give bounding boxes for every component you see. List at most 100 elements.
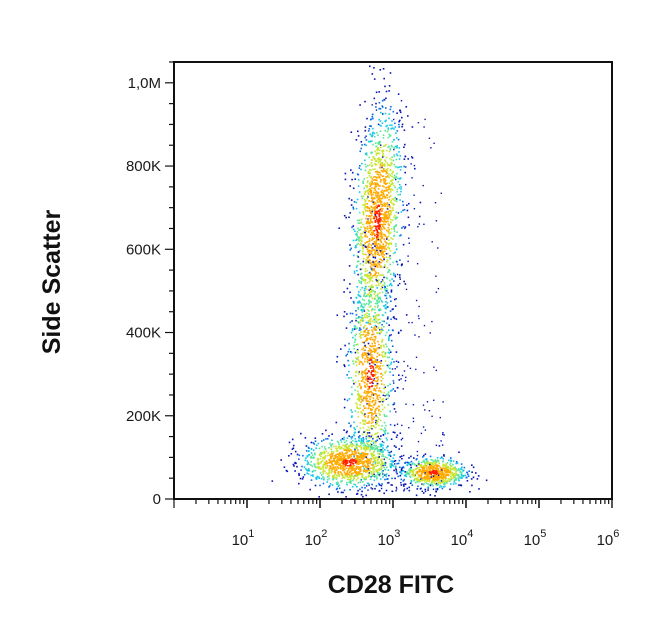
- event-point: [336, 458, 339, 460]
- event-point: [381, 320, 384, 322]
- event-point: [310, 464, 312, 466]
- event-point: [387, 451, 390, 454]
- event-point: [395, 248, 398, 250]
- event-point: [382, 113, 384, 115]
- event-point: [371, 329, 373, 331]
- event-point: [367, 189, 369, 191]
- event-point: [379, 235, 381, 237]
- event-point: [389, 190, 392, 193]
- event-point: [370, 367, 372, 369]
- event-point: [346, 476, 348, 478]
- event-point: [367, 193, 370, 195]
- event-point: [359, 104, 361, 106]
- event-point: [371, 475, 374, 477]
- event-point: [396, 188, 399, 191]
- event-point: [337, 466, 339, 469]
- event-point: [375, 204, 378, 207]
- event-point: [358, 191, 361, 193]
- event-point: [376, 212, 379, 215]
- event-point: [370, 205, 373, 208]
- event-point: [393, 174, 396, 177]
- event-point: [374, 150, 376, 153]
- event-point: [387, 188, 390, 190]
- event-point: [381, 122, 384, 124]
- event-point: [431, 415, 433, 417]
- event-point: [371, 443, 373, 446]
- event-point: [362, 279, 365, 282]
- event-point: [379, 401, 381, 403]
- event-point: [376, 179, 378, 182]
- event-point: [372, 203, 375, 205]
- event-point: [362, 456, 364, 458]
- event-point: [449, 478, 452, 480]
- event-point: [397, 361, 400, 363]
- event-point: [381, 408, 384, 411]
- event-point: [352, 208, 355, 210]
- event-point: [384, 112, 387, 115]
- event-point: [370, 354, 372, 357]
- event-point: [398, 147, 401, 149]
- event-point: [367, 303, 370, 306]
- event-point: [376, 158, 379, 160]
- event-point: [365, 321, 368, 324]
- event-point: [377, 224, 380, 227]
- event-point: [357, 359, 360, 362]
- event-point: [471, 484, 473, 487]
- event-point: [382, 149, 384, 152]
- event-point: [455, 462, 457, 465]
- event-point: [393, 146, 395, 149]
- event-point: [345, 496, 347, 498]
- event-point: [451, 474, 454, 476]
- event-point: [367, 380, 369, 383]
- event-point: [366, 273, 368, 276]
- event-point: [366, 394, 368, 396]
- event-point: [388, 349, 391, 352]
- event-point: [383, 217, 385, 220]
- event-point: [358, 240, 360, 242]
- event-point: [346, 437, 349, 439]
- event-point: [380, 368, 382, 370]
- event-point: [422, 456, 424, 458]
- event-point: [376, 211, 378, 213]
- event-point: [348, 370, 350, 373]
- event-point: [371, 350, 374, 353]
- event-point: [399, 183, 401, 186]
- event-point: [339, 452, 341, 454]
- event-point: [373, 268, 376, 270]
- event-point: [411, 177, 413, 179]
- event-point: [371, 342, 373, 345]
- event-point: [380, 376, 383, 378]
- event-point: [372, 290, 375, 292]
- event-point: [399, 169, 402, 171]
- event-point: [374, 350, 377, 352]
- event-point: [378, 405, 381, 408]
- event-point: [375, 421, 377, 424]
- event-point: [337, 491, 339, 493]
- event-point: [369, 467, 372, 470]
- event-point: [332, 478, 334, 481]
- event-point: [397, 332, 400, 334]
- event-point: [379, 167, 381, 169]
- event-point: [366, 206, 368, 208]
- event-point: [437, 467, 439, 470]
- event-point: [373, 179, 376, 181]
- event-point: [391, 127, 393, 130]
- event-point: [392, 179, 394, 181]
- event-point: [376, 300, 378, 303]
- event-point: [360, 443, 362, 445]
- event-point: [374, 487, 376, 490]
- event-point: [376, 280, 378, 283]
- event-point: [348, 481, 350, 483]
- event-point: [466, 471, 468, 474]
- event-point: [343, 406, 346, 409]
- event-point: [359, 233, 362, 235]
- event-point: [416, 263, 419, 265]
- event-point: [384, 311, 387, 314]
- event-point: [431, 471, 434, 474]
- event-point: [333, 458, 335, 461]
- event-point: [376, 287, 378, 289]
- event-point: [346, 481, 348, 484]
- event-point: [391, 490, 393, 492]
- event-point: [387, 366, 389, 368]
- event-point: [320, 453, 323, 455]
